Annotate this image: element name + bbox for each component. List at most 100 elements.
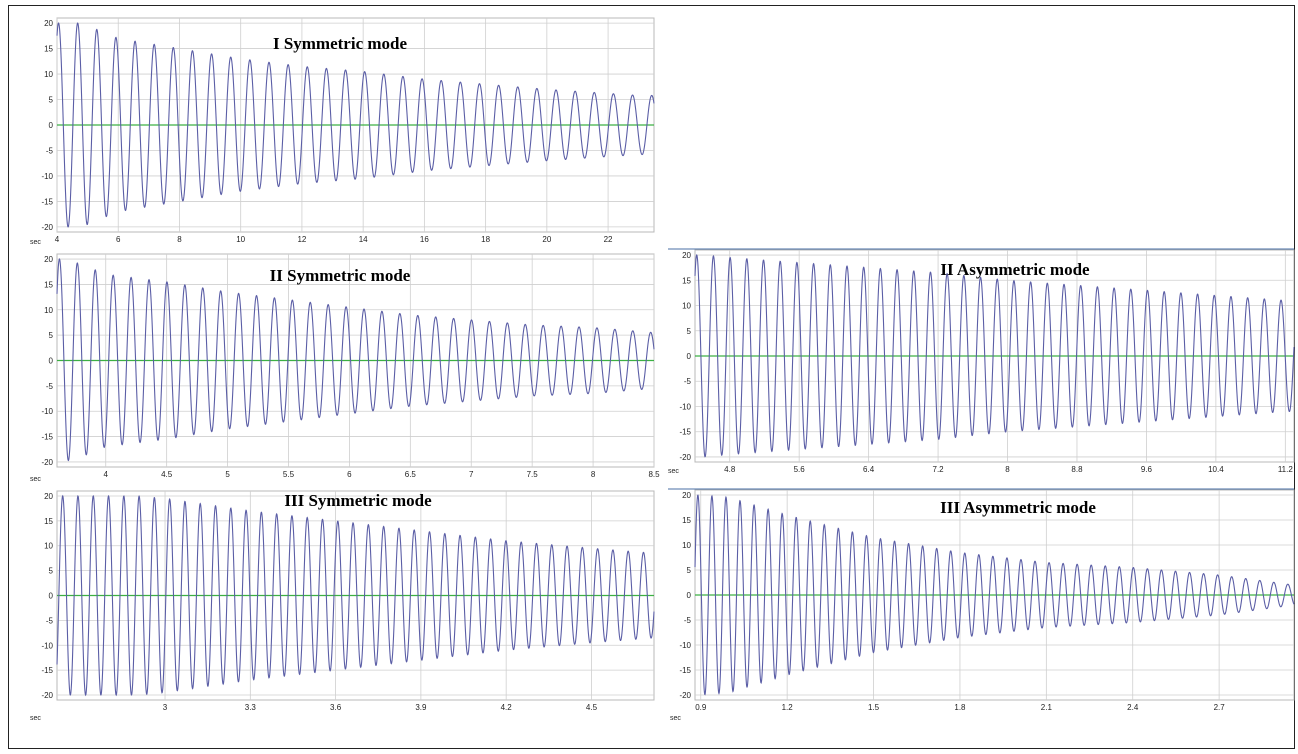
chart-panel-1: 20 15 10 5 0 -5 -10 -15 -204 6 8 10 12 14 16 18 20 22 sec I…	[30, 17, 655, 246]
x-tick-label: 12	[297, 235, 306, 244]
x-tick-label: 6.5	[405, 470, 417, 479]
series-line	[56, 258, 655, 462]
y-tick-label: -5	[46, 616, 54, 625]
x-tick-label: 7.2	[933, 465, 945, 474]
y-tick-label: -10	[41, 641, 53, 650]
y-tick-label: 0	[49, 357, 54, 366]
series-line	[56, 22, 655, 228]
y-tick-label: -15	[41, 197, 53, 206]
x-tick-label: 14	[359, 235, 368, 244]
chart-panel-4: 20 15 10 5 0 -5 -10 -15 -20 4.8 5.6 6.4 7.2 8 8.8 9.6 10…	[668, 249, 1295, 475]
x-tick-label: 2.4	[1127, 703, 1139, 712]
y-tick-label: -15	[679, 666, 691, 675]
x-tick-label: 5	[225, 470, 230, 479]
y-tick-label: 10	[682, 541, 691, 550]
y-tick-label: 20	[682, 251, 691, 260]
x-tick-label: 1.5	[868, 703, 880, 712]
x-tick-label: 4	[104, 470, 109, 479]
series-line	[694, 253, 1295, 458]
x-tick-label: 7	[469, 470, 474, 479]
x-tick-label: 22	[604, 235, 613, 244]
y-tick-label: 0	[687, 591, 692, 600]
y-tick-label: 10	[44, 306, 53, 315]
chart-panel-2: 20 15 10 5 0 -5 -10 -15 -20 4 4.5 5 5.5 6 6.5 7 7.5 8 8.5 s…	[30, 253, 660, 483]
x-tick-label: 8.8	[1071, 465, 1083, 474]
y-tick-label: 15	[682, 276, 691, 285]
y-tick-label: -15	[679, 428, 691, 437]
series-line	[694, 494, 1295, 696]
y-tick-label: 15	[44, 517, 53, 526]
y-tick-label: 10	[44, 542, 53, 551]
x-axis-label: sec	[30, 476, 41, 483]
y-tick-label: 0	[49, 592, 54, 601]
chart-title: II Symmetric mode	[270, 266, 411, 285]
y-tick-label: -10	[679, 641, 691, 650]
x-tick-label: 2.7	[1214, 703, 1226, 712]
x-tick-label: 4	[55, 235, 60, 244]
x-tick-label: 0.9	[695, 703, 707, 712]
y-tick-label: -10	[41, 172, 53, 181]
chart-title: II Asymmetric mode	[940, 260, 1090, 279]
chart-panel-5: 20 15 10 5 0 -5 -10 -15 -20 0.9 1.2 1.5 1.8 2.1 2.4 2.7…	[670, 489, 1295, 722]
x-tick-label: 4.2	[501, 703, 513, 712]
y-tick-label: -15	[41, 666, 53, 675]
y-tick-label: -15	[41, 433, 53, 442]
y-tick-label: 20	[44, 492, 53, 501]
x-tick-label: 4.5	[586, 703, 598, 712]
chart-title: III Asymmetric mode	[940, 498, 1096, 517]
x-tick-label: 1.2	[782, 703, 794, 712]
x-tick-label: 3.6	[330, 703, 342, 712]
x-axis-label: sec	[30, 715, 41, 722]
x-tick-label: 8	[177, 235, 182, 244]
chart-title: III Symmetric mode	[284, 491, 432, 510]
y-tick-label: 5	[49, 96, 54, 105]
y-tick-label: -20	[41, 691, 53, 700]
x-tick-label: 10.4	[1208, 465, 1224, 474]
x-axis-label: sec	[30, 239, 41, 246]
series-line	[56, 494, 655, 697]
y-tick-label: 0	[49, 121, 54, 130]
x-tick-label: 9.6	[1141, 465, 1153, 474]
y-tick-label: 5	[49, 331, 54, 340]
y-tick-label: 0	[687, 352, 692, 361]
chart-title: I Symmetric mode	[273, 34, 408, 53]
x-tick-label: 3.9	[415, 703, 427, 712]
x-tick-label: 7.5	[527, 470, 539, 479]
y-tick-label: 5	[49, 567, 54, 576]
y-tick-label: -5	[684, 377, 692, 386]
y-tick-label: -5	[684, 616, 692, 625]
y-tick-label: 5	[687, 566, 692, 575]
y-tick-label: -5	[46, 146, 54, 155]
x-tick-label: 20	[542, 235, 551, 244]
y-tick-label: -20	[679, 691, 691, 700]
y-tick-label: 5	[687, 327, 692, 336]
y-tick-label: 20	[44, 19, 53, 28]
x-tick-label: 2.1	[1041, 703, 1053, 712]
y-tick-label: 10	[44, 70, 53, 79]
y-tick-label: -10	[679, 402, 691, 411]
x-tick-label: 10	[236, 235, 245, 244]
x-tick-label: 6	[347, 470, 352, 479]
x-tick-label: 8.5	[648, 470, 660, 479]
x-tick-label: 3	[163, 703, 168, 712]
y-tick-label: 15	[44, 280, 53, 289]
y-tick-label: 10	[682, 302, 691, 311]
x-tick-label: 6.4	[863, 465, 875, 474]
x-tick-label: 18	[481, 235, 490, 244]
x-tick-label: 6	[116, 235, 121, 244]
x-tick-label: 4.5	[161, 470, 173, 479]
x-tick-label: 16	[420, 235, 429, 244]
y-tick-label: 20	[44, 255, 53, 264]
x-axis-label: sec	[670, 715, 681, 722]
y-tick-label: -20	[41, 223, 53, 232]
x-tick-label: 8	[591, 470, 596, 479]
y-tick-label: 20	[682, 491, 691, 500]
y-tick-label: -10	[41, 407, 53, 416]
y-tick-label: -5	[46, 382, 54, 391]
y-tick-label: -20	[41, 458, 53, 467]
x-tick-label: 3.3	[245, 703, 257, 712]
x-axis-label: sec	[668, 468, 679, 475]
x-tick-label: 11.2	[1278, 465, 1294, 474]
